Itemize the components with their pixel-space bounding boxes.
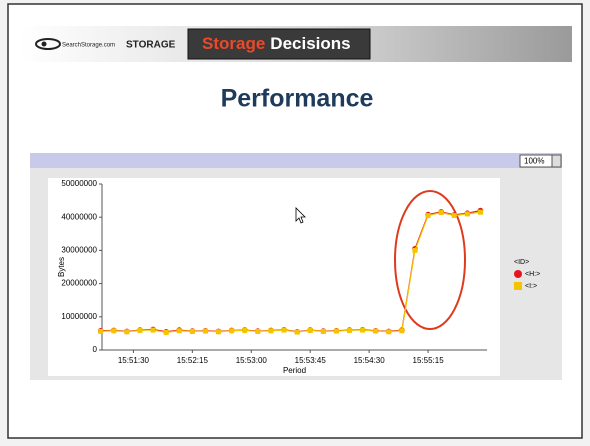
x-tick-label: 15:51:30 — [118, 356, 150, 365]
point — [439, 210, 444, 215]
logo-icon — [42, 42, 47, 47]
brand-2: Decisions — [270, 34, 350, 53]
point — [426, 213, 431, 218]
point — [268, 328, 273, 333]
y-tick-label: 0 — [93, 345, 98, 354]
point — [177, 328, 182, 333]
point — [164, 330, 169, 335]
legend-label: <I:> — [525, 283, 537, 290]
point — [216, 329, 221, 334]
point — [478, 210, 483, 215]
y-tick-label: 40000000 — [61, 212, 97, 221]
point — [412, 248, 417, 253]
x-tick-label: 15:54:30 — [354, 356, 386, 365]
point — [151, 328, 156, 333]
slide: SearchStorage.com STORAGE Storage Decisio… — [0, 0, 590, 446]
legend-swatch — [514, 270, 522, 278]
point — [229, 328, 234, 333]
legend-label: <H:> — [525, 271, 540, 278]
legend-swatch — [514, 282, 522, 290]
x-tick-label: 15:52:15 — [177, 356, 209, 365]
legend-title: <ID> — [514, 259, 529, 266]
point — [386, 329, 391, 334]
point — [360, 328, 365, 333]
y-tick-label: 50000000 — [61, 179, 97, 188]
point — [242, 328, 247, 333]
brand-1: Storage — [202, 34, 265, 53]
point — [282, 328, 287, 333]
zoom-arrow[interactable] — [552, 155, 561, 167]
y-tick-label: 20000000 — [61, 279, 97, 288]
point — [255, 329, 260, 334]
point — [465, 211, 470, 216]
title: Performance — [221, 85, 374, 113]
y-axis-label: Bytes — [57, 257, 66, 277]
point — [124, 329, 129, 334]
plot-background — [48, 178, 500, 376]
zoom-value: 100% — [524, 157, 544, 166]
point — [111, 328, 116, 333]
brand: Storage Decisions — [202, 34, 351, 53]
x-tick-label: 15:53:45 — [295, 356, 327, 365]
point — [334, 329, 339, 334]
point — [98, 329, 103, 334]
point — [347, 328, 352, 333]
y-tick-label: 10000000 — [61, 312, 97, 321]
x-tick-label: 15:53:00 — [236, 356, 268, 365]
point — [373, 329, 378, 334]
point — [203, 329, 208, 334]
point — [399, 328, 404, 333]
point — [321, 329, 326, 334]
point — [308, 328, 313, 333]
point — [190, 329, 195, 334]
x-axis-label: Period — [283, 366, 306, 375]
point — [295, 330, 300, 335]
point — [137, 328, 142, 333]
logo: STORAGE — [126, 40, 176, 51]
point — [452, 213, 457, 218]
logo-small: SearchStorage.com — [62, 43, 115, 49]
y-tick-label: 30000000 — [61, 246, 97, 255]
x-tick-label: 15:55:15 — [413, 356, 445, 365]
toolbar — [30, 153, 562, 168]
